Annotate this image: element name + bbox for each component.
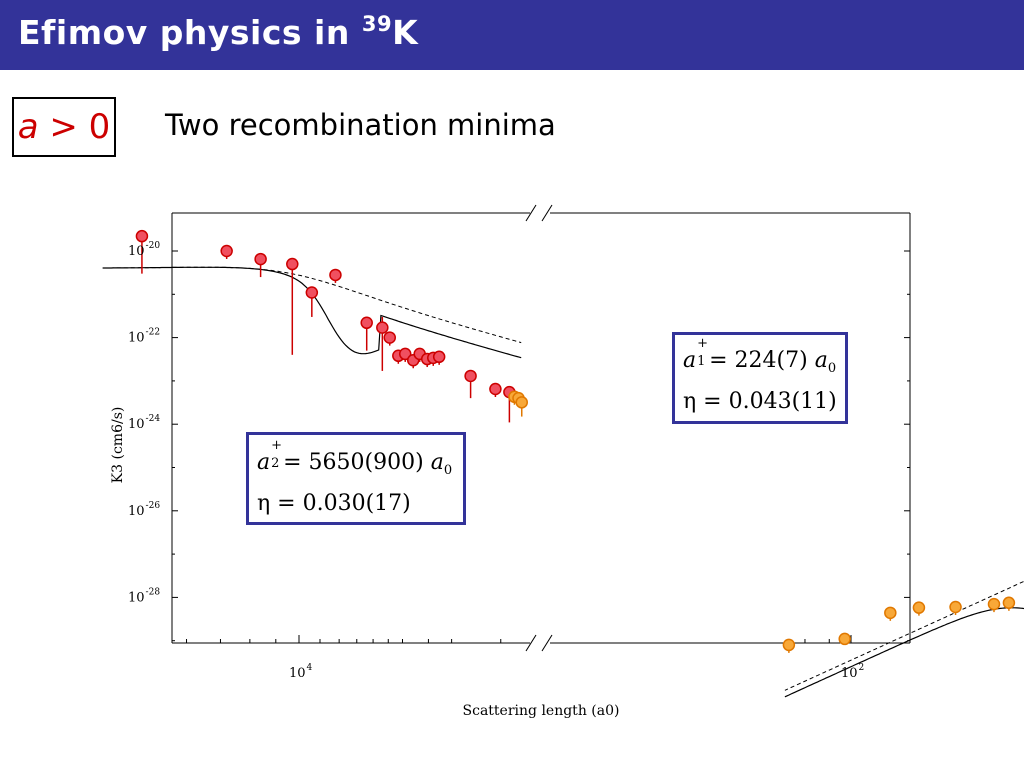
- dashed-curve-right: [784, 580, 1024, 691]
- a2-value: = 5650(900): [283, 450, 431, 475]
- slide-title: Efimov physics in 39K: [18, 12, 418, 52]
- solid-curve-right: [784, 607, 1024, 698]
- regime-label-box: a > 0: [12, 97, 116, 157]
- slide-title-isotope: 39: [361, 12, 393, 36]
- regime-variable: a: [17, 107, 39, 147]
- slide-title-element: K: [392, 13, 419, 52]
- data-point-red: [220, 244, 233, 258]
- data-point-red: [383, 331, 396, 344]
- data-point-red: [286, 257, 299, 271]
- x-tick-exponent: 4: [307, 663, 313, 673]
- y-tick-label: 10-20: [128, 241, 160, 259]
- a2-eta: η = 0.030(17): [257, 491, 411, 516]
- y-tick-label: 10-26: [128, 501, 160, 519]
- x-tick-label: 104: [289, 663, 313, 681]
- a2-superscript: +: [271, 438, 283, 453]
- y-tick-exponent: -24: [146, 414, 161, 424]
- y-tick-label: 10-24: [128, 414, 160, 432]
- a2-unit-symbol: a: [430, 450, 444, 475]
- data-point-red: [360, 316, 373, 330]
- x-tick-exponent: 2: [859, 663, 865, 673]
- y-tick-exponent: -28: [146, 587, 161, 597]
- dashed-curve-left: [102, 266, 522, 344]
- a1-unit-sub: 0: [827, 361, 837, 376]
- a2-equation: a +2 = 5650(900) a0: [257, 438, 453, 478]
- axis-break-mark: [541, 204, 553, 222]
- title-bar: Efimov physics in 39K: [0, 0, 1024, 70]
- data-point-orange: [1002, 596, 1016, 610]
- a1-symbol: a: [683, 348, 697, 373]
- data-point-orange: [949, 600, 962, 614]
- a2-unit-sub: 0: [443, 463, 453, 478]
- a2-subscript: 2: [271, 456, 280, 471]
- axis-break-mark: [525, 204, 537, 222]
- y-tick-label: 10-28: [128, 587, 160, 605]
- axis-break-mark: [525, 634, 537, 652]
- annotation-box-a1: a +1 = 224(7) a0 η = 0.043(11): [672, 332, 848, 424]
- plot-frame: [171, 204, 911, 652]
- y-tick-label: 10-22: [128, 328, 160, 346]
- x-tick-label: 102: [841, 663, 864, 681]
- slide-title-main: Efimov physics in: [18, 13, 362, 52]
- data-point-red: [398, 347, 412, 361]
- data-point-orange: [884, 606, 897, 620]
- data-points: [135, 229, 1016, 652]
- data-point-orange: [515, 396, 528, 409]
- fit-curves: [102, 266, 1024, 698]
- data-point-red: [254, 252, 267, 266]
- x-axis-title: Scattering length (a0): [463, 703, 620, 719]
- annotation-box-a2: a +2 = 5650(900) a0 η = 0.030(17): [246, 432, 466, 525]
- y-axis-title: K3 (cm6/s): [110, 407, 126, 484]
- y-tick-exponent: -22: [146, 328, 161, 338]
- a1-subscript: 1: [697, 354, 706, 369]
- regime-condition: > 0: [38, 107, 111, 147]
- a1-value: = 224(7): [709, 348, 815, 373]
- data-point-red: [432, 350, 446, 364]
- a1-eta: η = 0.043(11): [683, 389, 837, 414]
- data-point-red: [464, 369, 477, 383]
- data-point-orange: [912, 601, 926, 614]
- axis-ticks: [172, 250, 910, 643]
- data-point-red: [305, 286, 319, 299]
- slide-subtitle: Two recombination minima: [165, 108, 556, 142]
- data-point-red: [329, 268, 342, 282]
- data-point-red: [489, 382, 502, 396]
- data-point-red: [376, 321, 389, 334]
- data-point-orange: [782, 638, 796, 652]
- y-tick-exponent: -26: [146, 501, 161, 511]
- a2-symbol: a: [257, 450, 271, 475]
- a1-superscript: +: [697, 336, 709, 351]
- data-point-red: [135, 229, 149, 243]
- y-tick-exponent: -20: [146, 241, 161, 251]
- axis-break-mark: [541, 634, 553, 652]
- data-point-orange: [987, 597, 1001, 611]
- data-point-orange: [838, 632, 851, 646]
- a1-unit-symbol: a: [814, 348, 828, 373]
- a1-equation: a +1 = 224(7) a0: [683, 336, 837, 376]
